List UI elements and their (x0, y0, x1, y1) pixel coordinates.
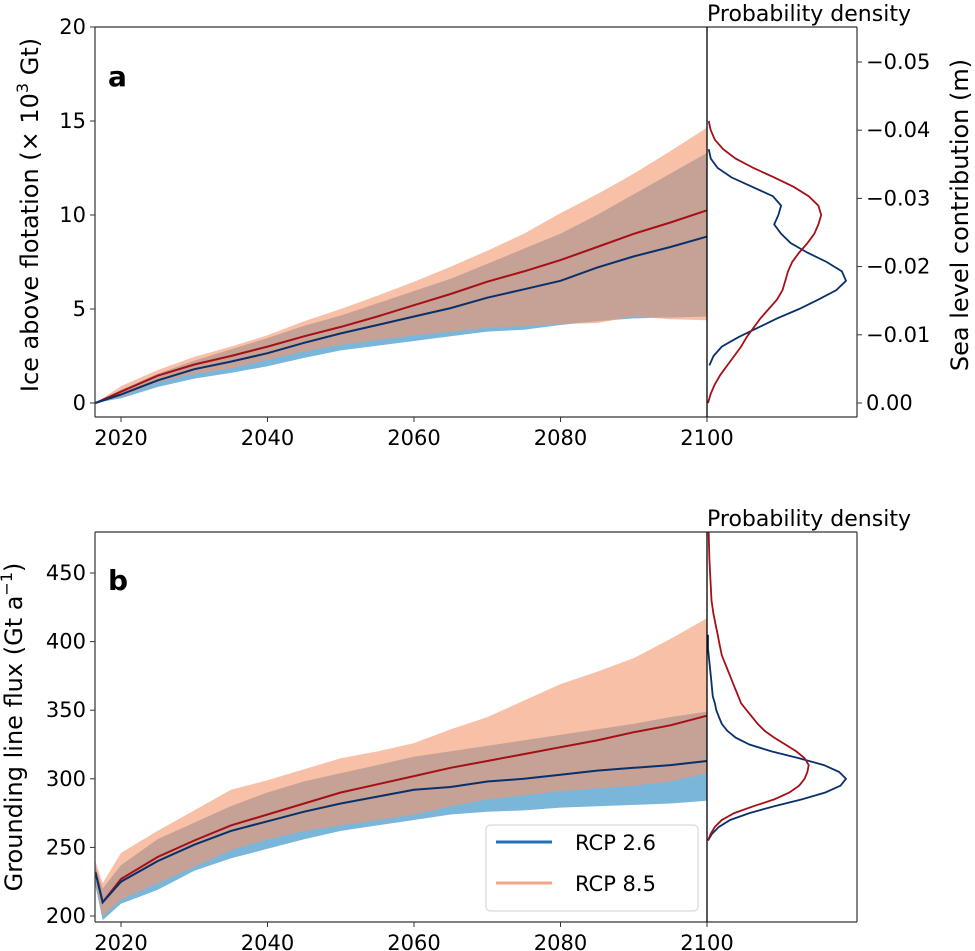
x-tick-label: 2020 (94, 426, 147, 450)
panel-a: 2020 2040 2060 2080 2100 0 5 10 15 20 0.00 −0.01 −0.… (13, 2, 974, 450)
panel-a-ylabel-tail: Gt) (16, 38, 44, 83)
right-y-tick-label: −0.02 (866, 255, 930, 279)
panel-b-pdf-curves (707, 531, 848, 841)
panel-a-bands (95, 127, 707, 403)
panel-b-ylabel-main: Grounding line flux (Gt a (0, 596, 28, 892)
median-line-rcp26 (95, 235, 708, 404)
right-y-tick-label: −0.04 (866, 118, 930, 142)
pdf-curve-rcp85 (707, 120, 823, 404)
panel-b-y-axis-label: Grounding line flux (Gt a−1) (0, 563, 28, 892)
pdf-curve-rcp85 (707, 531, 810, 841)
band-overlap (95, 153, 707, 403)
panel-a-ylabel-main: Ice above flotation (× 10 (16, 93, 44, 392)
y-tick-label: 200 (46, 904, 86, 928)
panel-a-median-lines (94, 209, 708, 404)
y-tick-label: 400 (46, 630, 86, 654)
legend: RCP 2.6 RCP 8.5 (485, 824, 699, 912)
x-tick-label: 2040 (241, 426, 294, 450)
y-tick-label: 300 (46, 767, 86, 791)
y-tick-label: 250 (46, 835, 86, 859)
panel-a-right-y-axis-label: Sea level contribution (m) (946, 59, 974, 371)
x-tick-label: 2080 (534, 931, 587, 951)
legend-frame (485, 824, 699, 912)
x-tick-label: 2060 (387, 426, 440, 450)
legend-label-rcp85: RCP 8.5 (575, 872, 656, 896)
x-tick-label: 2100 (680, 931, 733, 951)
right-y-tick-label: −0.05 (866, 50, 930, 74)
y-tick-label: 20 (59, 15, 86, 39)
panel-b-ylabel-sup: −1 (0, 572, 16, 596)
x-tick-label: 2040 (241, 931, 294, 951)
panel-a-ylabel-sup: 3 (13, 83, 32, 93)
pdf-curve-rcp26 (707, 149, 848, 366)
x-tick-label: 2100 (680, 426, 733, 450)
panel-b-letter: b (108, 564, 128, 597)
band-overlap (95, 711, 707, 916)
panel-b: 2020 2040 2060 2080 2100 200 250 300 350 400 450 b… (0, 507, 911, 951)
x-tick-label: 2020 (94, 931, 147, 951)
panel-b-bands (95, 618, 707, 921)
panel-b-axes: 2020 2040 2060 2080 2100 200 250 300 350 400 450 (46, 531, 858, 951)
y-tick-label: 450 (46, 561, 86, 585)
y-tick-label: 0 (73, 391, 86, 415)
panel-a-axes: 2020 2040 2060 2080 2100 0 5 10 15 20 0.00 −0.01 −0.… (59, 15, 930, 450)
panel-a-letter: a (108, 60, 127, 93)
right-y-tick-label: −0.01 (866, 323, 930, 347)
panel-a-pdf-curves (707, 120, 848, 404)
right-y-tick-label: 0.00 (866, 391, 913, 415)
y-tick-label: 5 (73, 297, 86, 321)
y-tick-label: 15 (59, 109, 86, 133)
y-tick-label: 10 (59, 203, 86, 227)
right-y-tick-label: −0.03 (866, 186, 930, 210)
x-tick-label: 2080 (534, 426, 587, 450)
median-line-rcp85 (94, 209, 708, 404)
median-line-rcp26 (94, 760, 708, 905)
panel-b-pdf-title: Probability density (707, 507, 911, 532)
panel-a-y-axis-label: Ice above flotation (× 103 Gt) (13, 38, 44, 392)
median-line-rcp85 (94, 714, 708, 905)
legend-label-rcp26: RCP 2.6 (575, 831, 656, 855)
y-tick-label: 350 (46, 698, 86, 722)
panel-b-median-lines (94, 714, 708, 905)
pdf-curve-rcp26 (707, 634, 848, 841)
x-tick-label: 2060 (387, 931, 440, 951)
panel-b-ylabel-tail: ) (0, 563, 28, 572)
panel-a-pdf-title: Probability density (707, 2, 911, 27)
